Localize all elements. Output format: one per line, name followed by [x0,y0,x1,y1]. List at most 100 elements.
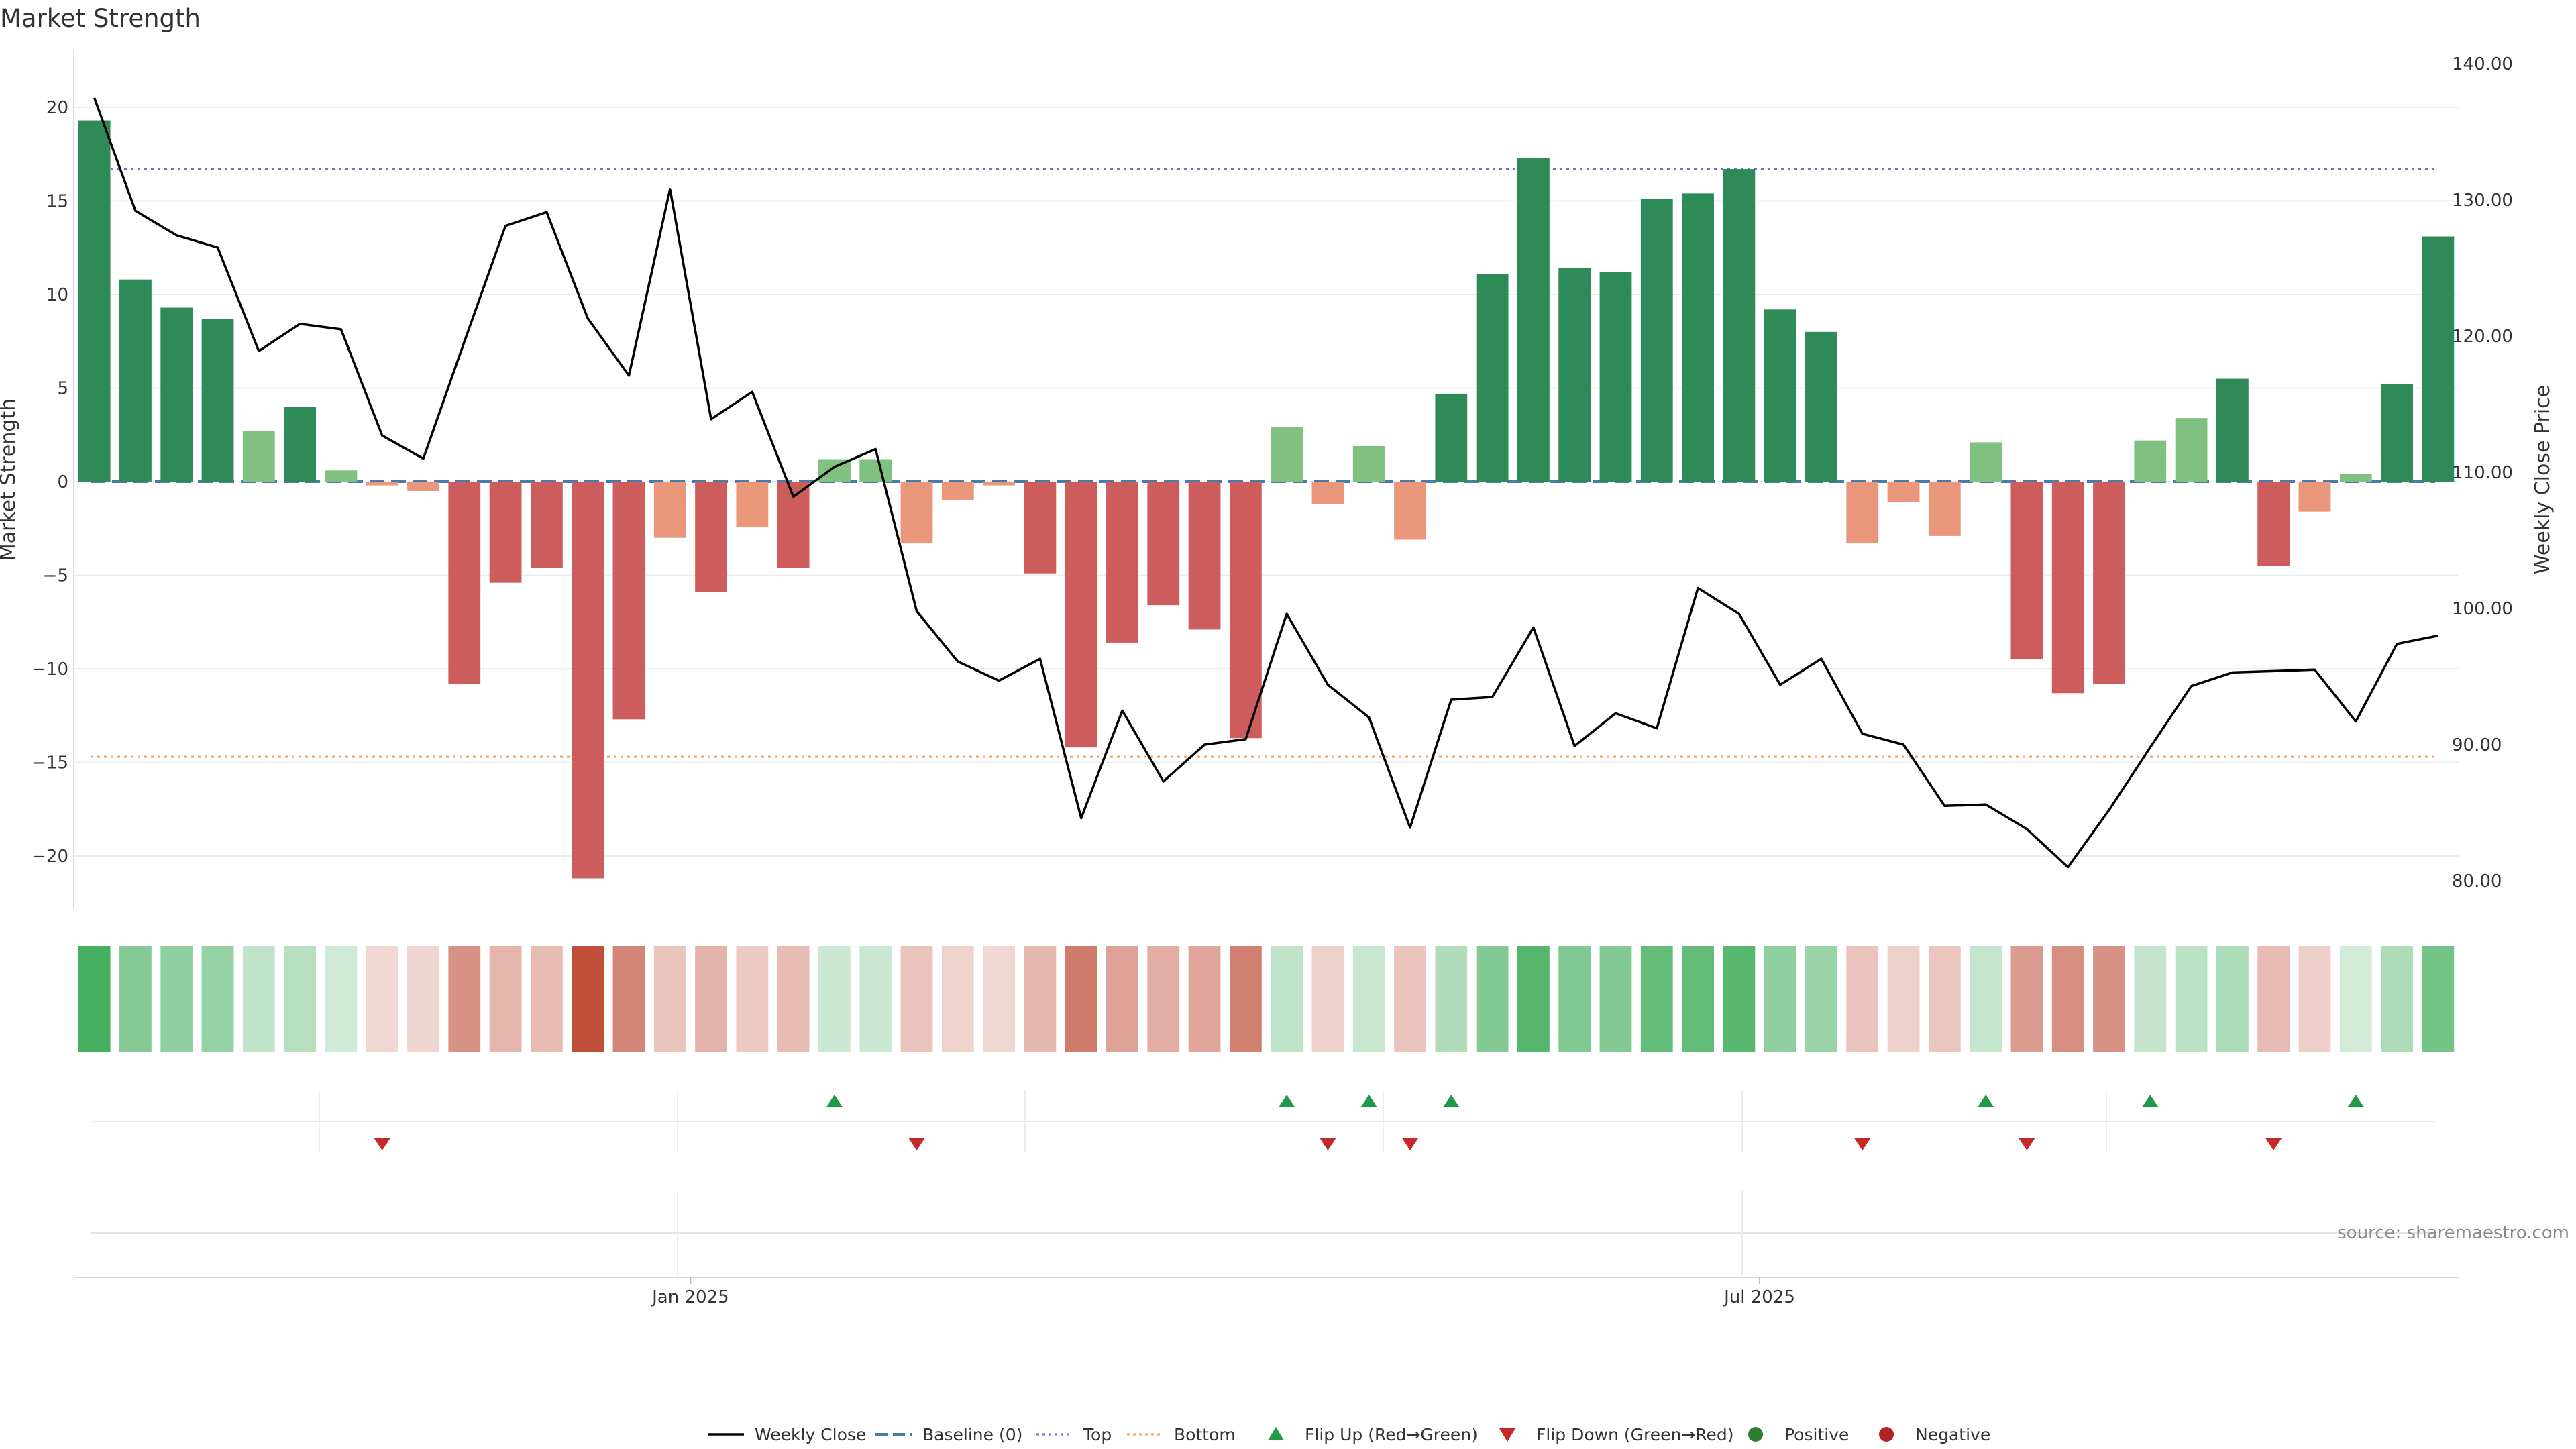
heat-cell [489,946,522,1052]
heat-cell [1640,946,1673,1052]
heat-cell [941,946,974,1052]
bar [1476,274,1509,482]
lower-panel [74,1191,2459,1278]
heat-cell [1928,946,1961,1052]
heat-cell [2093,946,2125,1052]
bar [1229,482,1262,739]
legend-label: Negative [1915,1425,1990,1444]
bar [119,279,152,482]
flip-up-marker [1443,1095,1460,1107]
heat-cell [818,946,851,1052]
heat-cell [612,946,645,1052]
heat-cell [448,946,481,1052]
legend-item: Top [1036,1425,1112,1444]
bar [1928,482,1961,536]
bar [201,319,234,482]
bar [1682,193,1714,482]
legend-item: Weekly Close [708,1425,866,1444]
bar [736,482,769,527]
bar [2381,384,2413,482]
heat-cell [2134,946,2167,1052]
heat-cell [2339,946,2372,1052]
heat-cell [325,946,358,1052]
legend: Weekly Close Baseline (0) Top Bottom Flip Up… [708,1425,1990,1444]
heat-cell [1476,946,1509,1052]
y-tick-label: 10 [46,285,68,305]
bar [941,482,974,500]
heat-cell [530,946,563,1052]
y2-axis-ticks: 140.00 130.00 120.00 110.00 100.00 90.00 80.00 [2452,54,2513,892]
legend-label: Baseline (0) [922,1425,1022,1444]
flip-up-marker [1360,1095,1377,1107]
heat-cell [1805,946,1837,1052]
flip-down-marker [1854,1138,1871,1150]
heat-cell [1229,946,1262,1052]
bar [612,482,645,720]
bar [653,482,686,538]
heat-cell [1106,946,1138,1052]
heat-cell [1682,946,1714,1052]
bar [2216,378,2249,482]
heat-cell [695,946,727,1052]
x-tick-label: Jan 2025 [651,1287,729,1307]
flip-down-marker [1320,1138,1336,1150]
bar [1106,482,1138,643]
heat-cell [2175,946,2208,1052]
bar [1723,169,1756,482]
heat-cell [1024,946,1057,1052]
legend-item: Baseline (0) [875,1425,1022,1444]
heat-cell [1271,946,1303,1052]
legend-label: Flip Up (Red→Green) [1305,1425,1478,1444]
bar [983,482,1015,486]
bar [1599,272,1632,482]
legend-flip-up-symbol [1268,1427,1284,1440]
bar [859,459,892,482]
heat-cell [1764,946,1796,1052]
legend-item: Bottom [1127,1425,1236,1444]
bar [1311,482,1344,504]
y-tick-label: −15 [32,753,68,773]
bar [1764,309,1796,482]
bar [448,482,481,684]
y2-axis-label: Weekly Close Price [2531,385,2555,574]
chart-title: Market Strength [0,4,201,33]
bar [2010,482,2043,660]
heat-strip [78,946,2455,1052]
bar [2298,482,2331,512]
heat-cell [78,946,111,1052]
heat-cell [2298,946,2331,1052]
heat-cell [366,946,398,1052]
heat-cell [160,946,193,1052]
heat-cell [859,946,892,1052]
legend-item: Negative [1879,1425,1990,1444]
bar [489,482,522,583]
flip-down-marker [908,1138,925,1150]
bar [1271,427,1303,482]
heat-cell [119,946,152,1052]
y-tick-label: −20 [32,847,68,867]
x-tick-label: Jul 2025 [1723,1287,1795,1307]
heat-cell [653,946,686,1052]
y-tick-label: 0 [57,472,68,492]
x-axis-ticks: Jan 2025 Jul 2025 [651,1277,1795,1307]
y2-tick-label: 80.00 [2452,871,2502,892]
heat-cell [1970,946,2002,1052]
bar [1065,482,1097,748]
legend-label: Positive [1784,1425,1849,1444]
y2-tick-label: 90.00 [2452,735,2502,755]
y-tick-label: −10 [32,659,68,680]
bar [572,482,604,879]
legend-item: Positive [1748,1425,1849,1444]
flip-up-marker [1279,1095,1295,1107]
bar [1640,199,1673,482]
legend-item: Flip Up (Red→Green) [1268,1425,1478,1444]
heat-cell [572,946,604,1052]
bar [1435,393,1468,482]
y-tick-label: 15 [46,192,68,212]
heat-cell [1846,946,1879,1052]
weekly-close-line [93,97,2438,869]
bar [2175,418,2208,482]
flip-up-marker [2347,1095,2364,1107]
bar [284,407,317,482]
flip-markers [91,1090,2435,1152]
